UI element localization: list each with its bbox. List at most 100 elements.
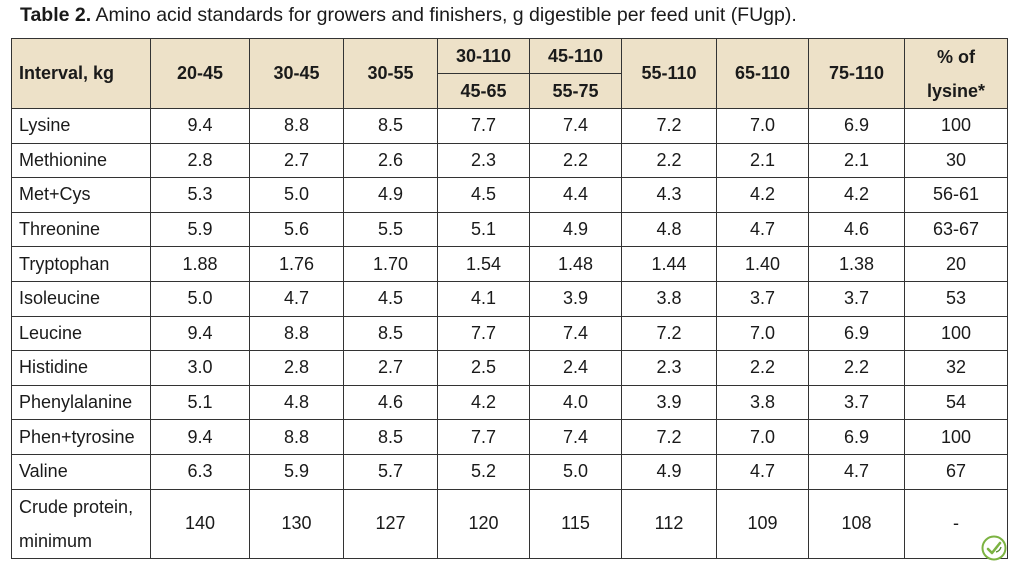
table-row: Valine 6.3 5.9 5.7 5.2 5.0 4.9 4.7 4.7 67 — [11, 453, 1008, 490]
header-col-1: 20-45 — [150, 38, 250, 109]
table-cell: 4.2 — [716, 177, 809, 213]
table-cell: 1.54 — [437, 246, 530, 282]
table-cell: 7.0 — [716, 108, 809, 144]
table-cell: 2.1 — [716, 142, 809, 179]
table-cell: 9.4 — [150, 108, 250, 144]
header-col-4-top: 30-110 — [437, 38, 530, 74]
table-cell: 5.1 — [437, 211, 530, 248]
table-cell: 2.5 — [437, 350, 530, 386]
row-label: Crude protein, minimum — [11, 488, 151, 559]
table-cell: 8.5 — [343, 419, 438, 455]
table-cell: 5.9 — [150, 211, 250, 248]
table-cell: 4.5 — [343, 280, 438, 317]
table-cell: 3.7 — [808, 384, 905, 421]
table-cell: 3.7 — [716, 280, 809, 317]
amino-acid-table: Interval, kg 20-45 30-45 30-55 30-110 45… — [11, 38, 1008, 559]
row-label: Threonine — [11, 211, 151, 248]
table-cell: 1.70 — [343, 246, 438, 282]
leaf-check-logo-icon — [981, 535, 1007, 561]
table-cell: 7.2 — [621, 108, 717, 144]
table-cell: 2.2 — [716, 350, 809, 386]
table-row: Lysine 9.4 8.8 8.5 7.7 7.4 7.2 7.0 6.9 100 — [11, 108, 1008, 144]
table-cell: 127 — [343, 488, 438, 559]
table-cell: 5.6 — [249, 211, 344, 248]
table-cell: 9.4 — [150, 419, 250, 455]
table-cell: 3.9 — [529, 280, 622, 317]
crude-label-line-2: minimum — [19, 530, 93, 551]
table-cell: 2.1 — [808, 142, 905, 179]
table-cell: 7.0 — [716, 315, 809, 352]
table-row: Leucine 9.4 8.8 8.5 7.7 7.4 7.2 7.0 6.9 100 — [11, 315, 1008, 352]
table-cell: 7.7 — [437, 108, 530, 144]
table-cell: 1.40 — [716, 246, 809, 282]
table-cell: 4.1 — [437, 280, 530, 317]
table-cell: 4.6 — [343, 384, 438, 421]
row-label: Tryptophan — [11, 246, 151, 282]
table-cell: 2.7 — [343, 350, 438, 386]
table-cell: 20 — [904, 246, 1008, 282]
table-cell: 2.4 — [529, 350, 622, 386]
table-cell: 4.3 — [621, 177, 717, 213]
table-cell: 109 — [716, 488, 809, 559]
table-cell: 54 — [904, 384, 1008, 421]
table-cell: 5.3 — [150, 177, 250, 213]
header-col-2: 30-45 — [249, 38, 344, 109]
table-cell: 5.0 — [249, 177, 344, 213]
table-cell: 9.4 — [150, 315, 250, 352]
table-cell: 7.7 — [437, 315, 530, 352]
header-col-5-top: 45-110 — [529, 38, 622, 74]
header-col-8: 75-110 — [808, 38, 905, 109]
table-cell: 56-61 — [904, 177, 1008, 213]
table-cell: 7.2 — [621, 419, 717, 455]
table-cell: 4.5 — [437, 177, 530, 213]
table-cell: 2.7 — [249, 142, 344, 179]
row-label: Phenylalanine — [11, 384, 151, 421]
table-cell: 63-67 — [904, 211, 1008, 248]
table-cell: 1.38 — [808, 246, 905, 282]
table-cell: 108 — [808, 488, 905, 559]
table-cell: 2.3 — [621, 350, 717, 386]
table-cell: 5.9 — [249, 453, 344, 490]
caption-text: Amino acid standards for growers and fin… — [91, 4, 797, 26]
table-caption: Table 2. Amino acid standards for grower… — [20, 4, 797, 27]
table-cell: 8.8 — [249, 419, 344, 455]
table-cell: 8.8 — [249, 315, 344, 352]
header-col-7: 65-110 — [716, 38, 809, 109]
table-cell: 4.7 — [249, 280, 344, 317]
table-row: Met+Cys 5.3 5.0 4.9 4.5 4.4 4.3 4.2 4.2 56-61 — [11, 177, 1008, 213]
table-cell: 2.3 — [437, 142, 530, 179]
table-row: Phenylalanine 5.1 4.8 4.6 4.2 4.0 3.9 3.8 3.7 54 — [11, 384, 1008, 421]
table-cell: 100 — [904, 315, 1008, 352]
table-cell: 4.8 — [621, 211, 717, 248]
table-cell: 115 — [529, 488, 622, 559]
table-cell: 8.5 — [343, 108, 438, 144]
caption-label: Table 2. — [20, 4, 92, 26]
table-cell: 4.9 — [621, 453, 717, 490]
crude-label-line-1: Crude protein, — [19, 496, 134, 517]
row-label: Lysine — [11, 108, 151, 144]
header-col-5-bottom: 55-75 — [529, 73, 622, 109]
table-cell: 30 — [904, 142, 1008, 179]
table-row: Threonine 5.9 5.6 5.5 5.1 4.9 4.8 4.7 4.6 63-67 — [11, 211, 1008, 248]
table-cell: 6.9 — [808, 315, 905, 352]
table-row: Tryptophan 1.88 1.76 1.70 1.54 1.48 1.44 1.40 1.… — [11, 246, 1008, 282]
table-cell: 5.1 — [150, 384, 250, 421]
header-pct-top: % of — [937, 46, 975, 67]
table-cell: 1.88 — [150, 246, 250, 282]
row-label: Phen+tyrosine — [11, 419, 151, 455]
table-cell: 6.3 — [150, 453, 250, 490]
table-cell: 1.44 — [621, 246, 717, 282]
table-cell: 5.7 — [343, 453, 438, 490]
table-cell: 4.7 — [716, 211, 809, 248]
table-row: Phen+tyrosine 9.4 8.8 8.5 7.7 7.4 7.2 7.0 6.9 100 — [11, 419, 1008, 455]
table-cell: 7.4 — [529, 419, 622, 455]
table-cell: 5.0 — [529, 453, 622, 490]
table-cell: 2.2 — [808, 350, 905, 386]
table-row: Isoleucine 5.0 4.7 4.5 4.1 3.9 3.8 3.7 3.7 53 — [11, 280, 1008, 317]
table-cell: 4.7 — [808, 453, 905, 490]
table-cell: 7.7 — [437, 419, 530, 455]
header-col-4-bottom: 45-65 — [437, 73, 530, 109]
table-cell: 4.9 — [343, 177, 438, 213]
table-cell: 3.8 — [621, 280, 717, 317]
table-cell: 2.6 — [343, 142, 438, 179]
